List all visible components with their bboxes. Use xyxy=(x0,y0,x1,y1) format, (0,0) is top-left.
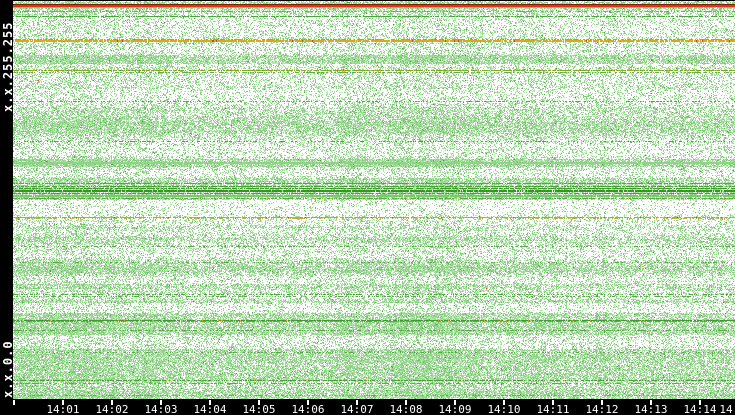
x-tick-label: 14:04 xyxy=(193,403,227,415)
x-tick-label: 14:12 xyxy=(585,403,619,415)
x-tick-label: 14:07 xyxy=(340,403,374,415)
x-tick-label: 14:10 xyxy=(487,403,521,415)
x-tick-label: 14:05 xyxy=(242,403,276,415)
x-tick-label: 14:03 xyxy=(144,403,178,415)
x-tick-label: 14 xyxy=(719,403,733,415)
y-axis-label-max: x.x.255.255 xyxy=(1,21,15,112)
x-tick-label: 14:11 xyxy=(536,403,570,415)
y-axis-label-min: x.x.0.0 xyxy=(1,340,15,398)
x-axis-tick xyxy=(650,400,652,405)
x-axis-tick xyxy=(13,400,15,405)
x-axis-tick xyxy=(699,400,701,405)
x-axis-tick xyxy=(503,400,505,405)
x-tick-label: 14:01 xyxy=(46,403,80,415)
x-tick-label: 14:14 xyxy=(683,403,717,415)
x-axis-tick xyxy=(209,400,211,405)
x-axis-tick xyxy=(601,400,603,405)
x-axis-tick xyxy=(552,400,554,405)
x-tick-label: 14:08 xyxy=(389,403,423,415)
x-axis-tick xyxy=(405,400,407,405)
x-axis-tick xyxy=(454,400,456,405)
x-axis-tick xyxy=(111,400,113,405)
scatter-plot-canvas xyxy=(13,1,735,399)
x-axis-tick xyxy=(258,400,260,405)
x-tick-label: 14:06 xyxy=(291,403,325,415)
x-tick-label: 14:09 xyxy=(438,403,472,415)
x-axis-tick xyxy=(160,400,162,405)
x-tick-label: 14:13 xyxy=(634,403,668,415)
x-axis-tick xyxy=(356,400,358,405)
x-axis-tick xyxy=(307,400,309,405)
x-axis-tick xyxy=(62,400,64,405)
x-tick-label: 14:02 xyxy=(95,403,129,415)
